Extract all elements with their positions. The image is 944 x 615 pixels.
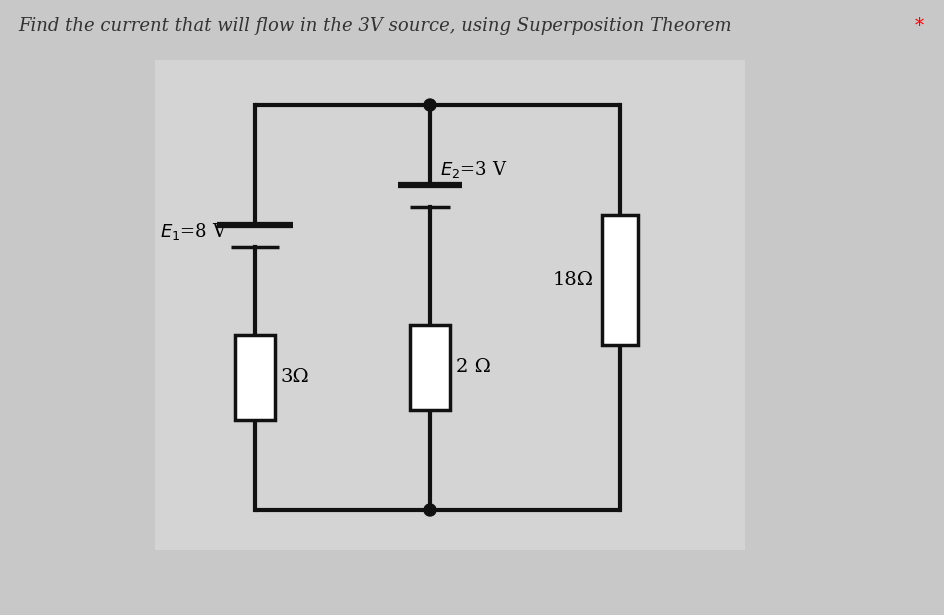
Text: 2 Ω: 2 Ω <box>456 359 490 376</box>
Text: *: * <box>914 17 923 35</box>
Text: Find the current that will flow in the 3V source, using Superposition Theorem: Find the current that will flow in the 3… <box>18 17 731 35</box>
Text: $E_2$=3 V: $E_2$=3 V <box>440 159 507 180</box>
Bar <box>155 60 744 550</box>
Bar <box>235 335 275 420</box>
Bar <box>601 215 637 345</box>
Circle shape <box>424 99 435 111</box>
Text: 3Ω: 3Ω <box>280 368 310 386</box>
Bar <box>410 325 449 410</box>
Text: 18Ω: 18Ω <box>552 271 594 289</box>
Circle shape <box>424 504 435 516</box>
Text: $E_1$=8 V: $E_1$=8 V <box>160 221 228 242</box>
